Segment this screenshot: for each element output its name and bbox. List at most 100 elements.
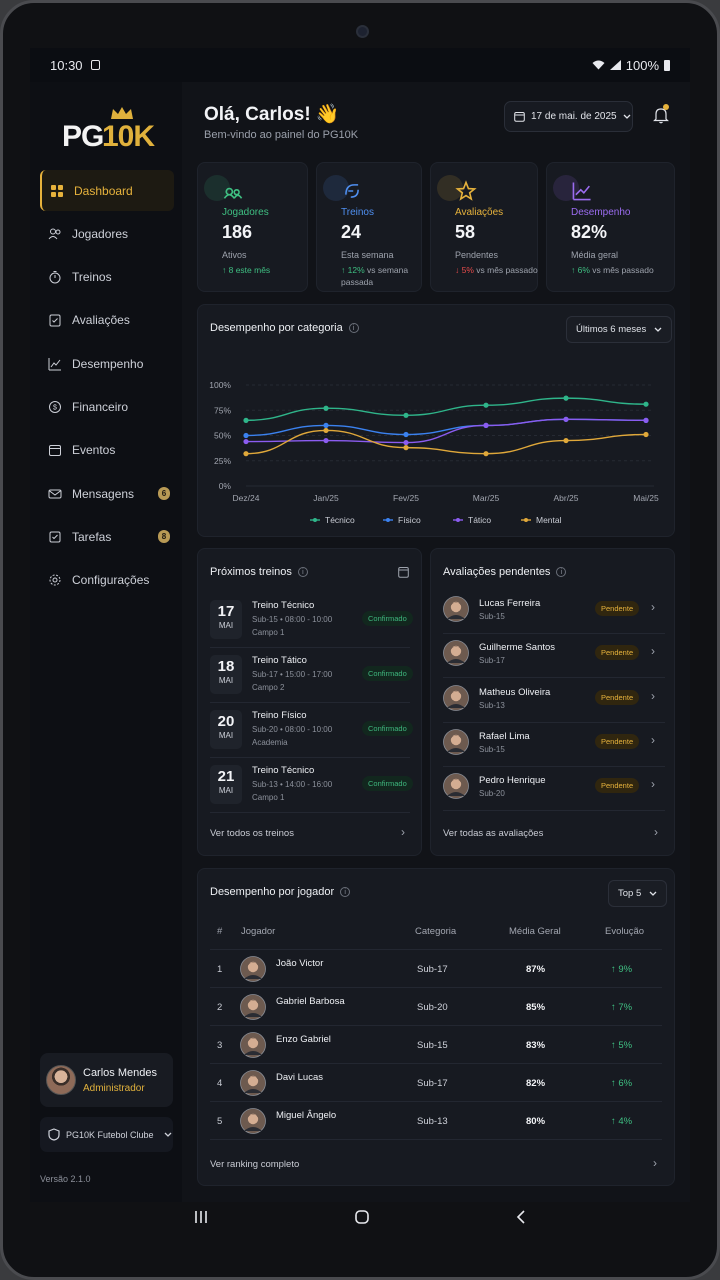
sidebar-item-label: Dashboard (74, 183, 133, 198)
sidebar-item-treinos[interactable]: Treinos (40, 257, 174, 298)
info-icon[interactable]: i (348, 323, 359, 333)
training-date: 21 MAI (210, 765, 242, 804)
table-row[interactable]: 4 Davi Lucas Sub-17 82% ↑ 6% (210, 1064, 662, 1102)
user-role: Administrador (83, 1082, 145, 1094)
training-row[interactable]: 21 MAI Treino Técnico Sub-13 • 14:00 - 16:0… (210, 759, 413, 813)
player-evolution: ↑ 7% (611, 1002, 633, 1013)
chevron-right-icon[interactable]: › (651, 600, 655, 614)
table-row[interactable]: 2 Gabriel Barbosa Sub-20 85% ↑ 7% (210, 988, 662, 1026)
sidebar-item-avaliacoes[interactable]: Avaliações (40, 300, 174, 341)
chevron-right-icon[interactable]: › (651, 732, 655, 747)
growth-icon (572, 182, 591, 201)
legend-label: Mental (536, 515, 562, 525)
evaluation-row[interactable]: Rafael Lima Sub-15 Pendente › (443, 723, 665, 767)
legend-marker (524, 518, 528, 522)
table-row[interactable]: 3 Enzo Gabriel Sub-15 83% ↑ 5% (210, 1026, 662, 1064)
ranking-top-value: Top 5 (618, 888, 642, 899)
user-card[interactable]: Carlos Mendes Administrador (40, 1053, 173, 1107)
player-category: Sub-17 (479, 656, 505, 666)
sidebar-item-eventos[interactable]: Eventos (40, 430, 174, 471)
avatar (46, 1065, 76, 1095)
tasks-icon (48, 530, 62, 544)
home-icon[interactable] (355, 1210, 369, 1224)
table-row[interactable]: 1 João Victor Sub-17 87% ↑ 9% (210, 950, 662, 988)
evaluation-row[interactable]: Matheus Oliveira Sub-13 Pendente › (443, 679, 665, 723)
x-tick-label: Dez/24 (233, 493, 260, 503)
training-row[interactable]: 20 MAI Treino Físico Sub-20 • 08:00 - 10:00… (210, 704, 413, 758)
sidebar-item-financeiro[interactable]: $ Financeiro (40, 386, 174, 427)
calendar-icon[interactable] (398, 566, 409, 578)
sidebar-item-mensagens[interactable]: Mensagens 6 (40, 473, 174, 514)
signal-icon (609, 60, 621, 70)
info-icon[interactable]: i (297, 567, 308, 577)
battery-level: 100% (625, 57, 659, 73)
status-badge: Pendente (595, 689, 640, 705)
chevron-down-icon (623, 114, 631, 119)
player-average: 87% (526, 964, 546, 975)
ranking-top-select[interactable]: Top 5 (608, 880, 668, 907)
chart-range-select[interactable]: Últimos 6 meses (566, 316, 673, 343)
data-point (403, 445, 409, 451)
table-header-divider (210, 949, 662, 950)
info-icon[interactable]: i (340, 887, 351, 897)
all-evaluations-link[interactable]: Ver todas as avaliações (443, 828, 544, 839)
training-schedule: Sub-20 • 08:00 - 10:00 (252, 725, 333, 734)
training-day: 17 (217, 603, 235, 620)
status-badge: Confirmado (362, 776, 413, 791)
chevron-right-icon[interactable]: › (651, 644, 655, 659)
notification-dot (663, 104, 669, 110)
stat-card-jogadores[interactable]: Jogadores 186 Ativos ↑ 8 este mês (197, 162, 308, 292)
data-point (563, 395, 569, 401)
evaluation-row[interactable]: Pedro Henrique Sub-20 Pendente › (443, 767, 665, 812)
all-trainings-link[interactable]: Ver todos os treinos (210, 828, 294, 839)
evaluation-row[interactable]: Guilherme Santos Sub-17 Pendente › (443, 634, 665, 679)
sidebar-item-tarefas[interactable]: Tarefas 8 (40, 516, 174, 557)
training-row[interactable]: 17 MAI Treino Técnico Sub-15 • 08:00 - 10:0… (210, 594, 413, 648)
sidebar-item-dashboard[interactable]: Dashboard (40, 170, 174, 211)
training-schedule: Sub-17 • 15:00 - 17:00 (252, 670, 333, 679)
stat-card-desempenho[interactable]: Desempenho 82% Média geral ↑ 6% vs mês pass… (546, 162, 675, 292)
sidebar-item-configuracoes[interactable]: Configurações (40, 560, 174, 601)
col-average: Média Geral (509, 926, 561, 937)
wifi-icon (592, 60, 605, 70)
brand-logo[interactable]: PG 10K (62, 107, 162, 158)
info-icon[interactable]: i (556, 567, 567, 577)
chevron-right-icon[interactable]: › (651, 688, 655, 703)
chevron-right-icon[interactable]: › (654, 825, 658, 839)
legend-marker (313, 518, 317, 522)
stat-trend-value: ↑ 12% (341, 265, 365, 275)
training-title: Treino Físico (252, 710, 307, 721)
recent-apps-icon[interactable] (194, 1210, 208, 1224)
data-point (243, 417, 249, 423)
data-point (243, 451, 249, 457)
data-point (323, 437, 329, 444)
back-icon[interactable] (516, 1210, 526, 1224)
stat-card-treinos[interactable]: Treinos 24 Esta semana ↑ 12% vs semana pass… (316, 162, 422, 292)
player-name: Enzo Gabriel (276, 1034, 331, 1045)
full-ranking-link[interactable]: Ver ranking completo (210, 1159, 300, 1170)
col-rank: # (217, 926, 223, 937)
evaluation-row[interactable]: Lucas Ferreira Sub-15 Pendente › (443, 590, 665, 634)
stat-card-avaliacoes[interactable]: Avaliações 58 Pendentes ↓ 5% vs mês passado (430, 162, 538, 292)
chevron-right-icon[interactable]: › (653, 1156, 657, 1170)
player-rank: 2 (217, 1002, 223, 1013)
data-point (243, 432, 249, 439)
date-picker[interactable]: 17 de mai. de 2025 (504, 101, 633, 132)
training-date: 20 MAI (210, 710, 242, 749)
sidebar-item-jogadores[interactable]: Jogadores (40, 213, 174, 254)
series-line-mental (245, 429, 647, 455)
data-point (483, 451, 489, 457)
training-row[interactable]: 18 MAI Treino Tático Sub-17 • 15:00 - 17:00… (210, 649, 413, 703)
data-point (563, 437, 569, 444)
trainings-title: Próximos treinos (210, 566, 292, 578)
stat-value: 186 (222, 222, 253, 242)
chevron-down-icon (164, 1132, 172, 1137)
notification-bell-icon[interactable] (652, 106, 670, 124)
club-selector[interactable]: PG10K Futebol Clube (40, 1117, 173, 1152)
table-row[interactable]: 5 Miguel Ângelo Sub-13 80% ↑ 4% (210, 1102, 662, 1140)
stat-caption: Esta semana (341, 250, 394, 260)
sidebar-item-desempenho[interactable]: Desempenho (40, 343, 174, 384)
chevron-right-icon[interactable]: › (651, 777, 655, 792)
chevron-right-icon[interactable]: › (401, 825, 405, 839)
player-rank: 5 (217, 1116, 223, 1127)
